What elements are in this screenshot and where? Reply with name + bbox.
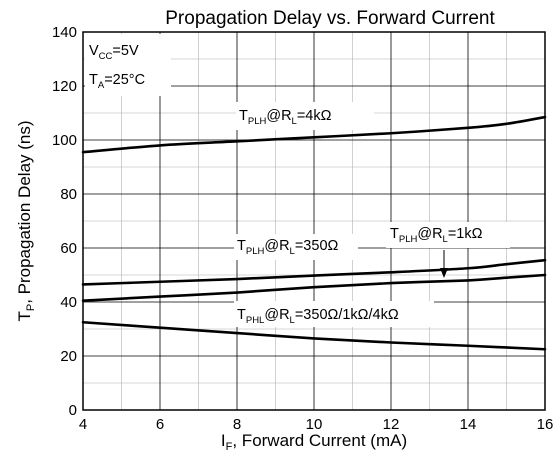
pointer-arrow-head bbox=[440, 268, 448, 278]
series-label-plh-4k: TPLH@RL=4kΩ bbox=[239, 108, 332, 127]
x-tick-label: 16 bbox=[537, 416, 554, 433]
y-tick-labels: 0 20 40 60 80 100 120 140 bbox=[52, 24, 77, 419]
series-label-phl: TPHL@RL=350Ω/1kΩ/4kΩ bbox=[237, 307, 399, 326]
label-bg-350 bbox=[234, 234, 358, 260]
x-tick-label: 10 bbox=[306, 416, 323, 433]
chart-title: Propagation Delay vs. Forward Current bbox=[165, 8, 495, 29]
y-tick-label: 120 bbox=[52, 78, 77, 95]
x-tick-labels: 4 6 8 10 12 14 16 bbox=[79, 416, 554, 433]
label-bg-phl bbox=[234, 301, 434, 327]
x-tick-label: 8 bbox=[233, 416, 241, 433]
y-tick-label: 140 bbox=[52, 24, 77, 41]
series-label-plh-1k: TPLH@RL=1kΩ bbox=[390, 226, 483, 245]
x-axis-label: IF, Forward Current (mA) bbox=[221, 431, 407, 453]
y-tick-label: 40 bbox=[60, 294, 77, 311]
condition-box bbox=[85, 34, 171, 96]
series-line-3 bbox=[81, 320, 547, 351]
series-label-plh-350: TPLH@RL=350Ω bbox=[237, 238, 339, 257]
y-tick-label: 80 bbox=[60, 186, 77, 203]
series-lines bbox=[81, 115, 547, 351]
y-tick-label: 100 bbox=[52, 132, 77, 149]
y-axis-label: TP, Propagation Delay (ns) bbox=[15, 120, 37, 321]
x-tick-label: 14 bbox=[460, 416, 477, 433]
series-line-0 bbox=[81, 115, 547, 154]
plot-frame bbox=[82, 31, 546, 411]
y-tick-label: 0 bbox=[69, 402, 77, 419]
label-bg-1k bbox=[386, 222, 510, 248]
label-bg-4k bbox=[236, 102, 374, 130]
y-tick-label: 20 bbox=[60, 348, 77, 365]
condition-ta: TA=25°C bbox=[89, 72, 145, 91]
x-tick-label: 12 bbox=[383, 416, 400, 433]
series-line-1 bbox=[81, 258, 547, 286]
x-tick-label: 4 bbox=[79, 416, 87, 433]
series-line-2 bbox=[81, 273, 547, 302]
x-tick-label: 6 bbox=[156, 416, 164, 433]
condition-vcc: VCC=5V bbox=[89, 43, 139, 62]
y-tick-label: 60 bbox=[60, 240, 77, 257]
